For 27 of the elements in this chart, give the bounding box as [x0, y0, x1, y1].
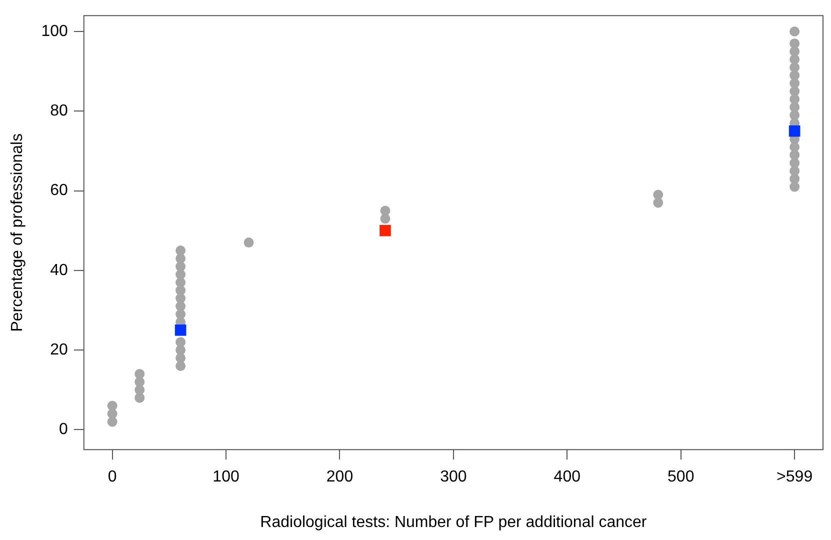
point	[176, 246, 186, 256]
y-tick-label: 60	[50, 182, 68, 200]
point	[134, 368, 145, 379]
point	[174, 324, 186, 336]
y-tick-label: 100	[41, 22, 68, 40]
point	[653, 190, 664, 200]
point	[107, 400, 118, 411]
point	[380, 206, 390, 216]
point	[380, 224, 391, 236]
y-tick-label: 40	[50, 262, 68, 279]
y-axis-title: Percentage of professionals	[9, 133, 26, 332]
x-tick-label: 300	[440, 468, 467, 486]
point	[790, 26, 800, 37]
x-tick-label: 400	[554, 468, 581, 486]
x-tick-label: 500	[668, 468, 694, 486]
y-tick-label: 0	[58, 421, 68, 438]
x-tick-label: 100	[212, 468, 240, 486]
x-axis-title: Radiological tests: Number of FP per additional cancer	[260, 514, 648, 531]
point	[244, 238, 254, 248]
x-tick-label: 0	[108, 468, 117, 486]
y-tick-label: 20	[50, 341, 68, 358]
y-tick-label: 80	[50, 102, 68, 120]
x-tick-label: 200	[326, 468, 354, 486]
x-tick-label: >599	[776, 468, 813, 486]
point	[790, 38, 800, 48]
point	[788, 125, 800, 137]
point	[176, 337, 186, 348]
